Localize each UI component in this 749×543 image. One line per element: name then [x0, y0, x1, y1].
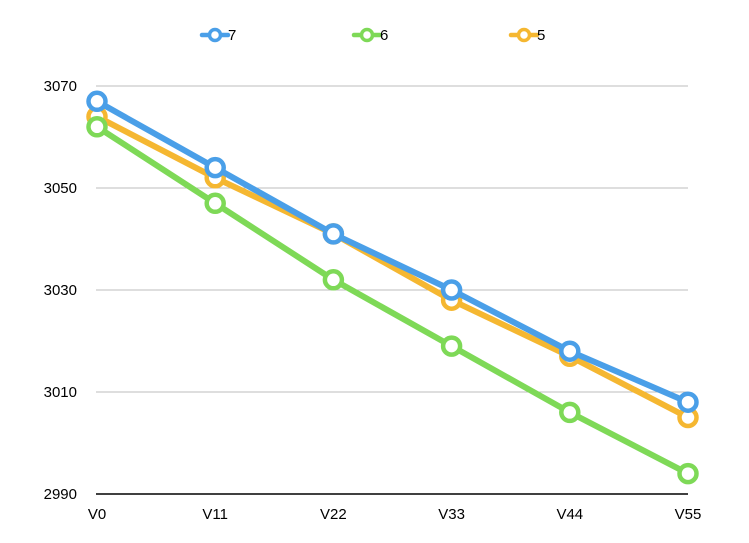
data-point [86, 116, 108, 138]
data-point [559, 340, 581, 362]
data-point [204, 156, 226, 179]
data-point [86, 90, 108, 113]
legend-swatch-marker [207, 27, 223, 43]
legend-swatch-marker [516, 27, 532, 43]
series-lines [86, 90, 699, 485]
series-line-6 [94, 123, 691, 477]
y-tick-label: 3030 [44, 282, 77, 299]
y-tick-label: 3010 [44, 384, 77, 401]
data-point [322, 223, 345, 245]
y-axis-ticks: 2990 3010 3030 3050 3070 [44, 78, 77, 503]
legend-label: 5 [537, 27, 545, 44]
data-point [440, 335, 463, 357]
legend-item-7: 7 [199, 27, 236, 44]
x-tick-label: V11 [202, 506, 228, 523]
x-tick-label: V33 [438, 506, 465, 523]
legend-swatch-marker [359, 27, 375, 43]
data-point [559, 401, 581, 424]
data-point [322, 269, 345, 291]
data-point [677, 391, 699, 413]
legend-item-5: 5 [508, 27, 545, 44]
series-6 [86, 116, 699, 485]
legend-item-6: 6 [351, 27, 388, 44]
x-axis-ticks: V0 V11 V22 V33 V44 V55 [88, 506, 702, 523]
grid-lines [96, 85, 688, 393]
series-line-7 [94, 98, 691, 406]
legend: 7 6 5 [199, 27, 545, 44]
data-point [677, 462, 699, 485]
series-7 [86, 90, 699, 413]
legend-label: 6 [380, 27, 388, 44]
x-tick-label: V44 [556, 506, 583, 523]
data-point [204, 192, 226, 215]
series-line-5 [94, 113, 691, 421]
x-tick-label: V22 [320, 506, 347, 523]
x-tick-label: V0 [88, 506, 106, 523]
x-tick-label: V55 [675, 506, 702, 523]
data-point [440, 279, 463, 301]
series-5 [86, 105, 699, 429]
y-tick-label: 3050 [44, 180, 77, 197]
y-tick-label: 3070 [44, 78, 77, 95]
legend-label: 7 [228, 27, 236, 44]
y-tick-label: 2990 [44, 486, 77, 503]
